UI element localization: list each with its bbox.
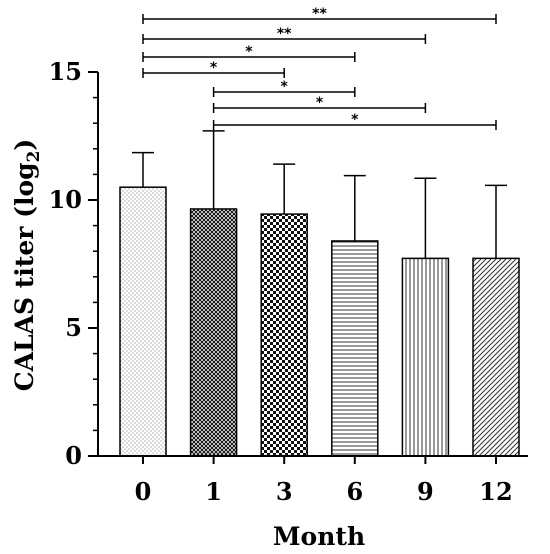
sig-label-0-3: * <box>210 60 218 76</box>
bar-month-0 <box>119 186 167 457</box>
y-tick-label-15: 15 <box>49 57 82 86</box>
bar-month-9 <box>401 257 450 457</box>
y-tick-label-0: 0 <box>65 441 82 470</box>
sig-label-0-6: * <box>245 44 253 60</box>
x-tick-label-9: 9 <box>417 477 434 506</box>
bar-month-12 <box>472 257 520 457</box>
sig-label-1-6: * <box>281 79 289 95</box>
x-ticks-group: 0 1 3 6 9 12 <box>135 456 513 506</box>
y-axis-title-close: ) <box>10 139 39 151</box>
x-axis-title: Month <box>273 522 365 551</box>
y-axis-title-subscript: 2 <box>24 151 44 163</box>
x-tick-label-1: 1 <box>205 477 222 506</box>
error-bars-group <box>132 130 507 259</box>
x-tick-label-0: 0 <box>135 477 152 506</box>
sig-label-1-12: * <box>351 112 359 128</box>
bar-month-1 <box>189 208 238 457</box>
x-tick-label-3: 3 <box>276 477 293 506</box>
y-tick-label-5: 5 <box>65 313 82 342</box>
sig-label-0-9: ** <box>277 26 292 42</box>
y-axis-title: CALAS titer (log2) <box>10 139 44 392</box>
bar-month-3 <box>260 213 308 457</box>
y-tick-label-10: 10 <box>49 185 82 214</box>
sig-label-1-9: * <box>316 95 324 111</box>
x-tick-label-6: 6 <box>346 477 363 506</box>
sig-label-0-12: ** <box>312 6 327 22</box>
y-axis-title-main: CALAS titer (log <box>10 162 39 391</box>
significance-brackets-group: ********* <box>142 6 497 130</box>
x-tick-label-12: 12 <box>479 477 512 506</box>
y-ticks-group: 0 5 10 15 <box>49 57 98 470</box>
bar-month-6 <box>331 240 379 457</box>
bars-group <box>119 186 520 457</box>
